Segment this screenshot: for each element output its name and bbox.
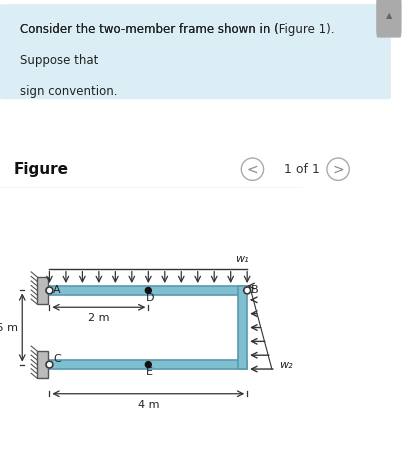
- FancyBboxPatch shape: [376, 0, 401, 38]
- Circle shape: [244, 287, 251, 294]
- Polygon shape: [238, 286, 247, 369]
- Text: C: C: [53, 354, 61, 364]
- FancyBboxPatch shape: [0, 4, 391, 99]
- Bar: [37, 277, 48, 304]
- Text: 1.5 m: 1.5 m: [0, 322, 18, 332]
- Text: >: >: [332, 162, 344, 176]
- Text: A: A: [53, 285, 61, 295]
- Bar: [37, 351, 48, 378]
- Text: Consider the two-member frame shown in (: Consider the two-member frame shown in (: [20, 23, 279, 36]
- Circle shape: [145, 288, 151, 293]
- Text: Consider the two-member frame shown in (Figure 1).: Consider the two-member frame shown in (…: [20, 23, 334, 36]
- Text: w₂: w₂: [279, 360, 293, 369]
- Text: D: D: [146, 293, 154, 303]
- Circle shape: [46, 361, 53, 368]
- Text: <: <: [247, 162, 258, 176]
- Text: w₁: w₁: [235, 254, 249, 264]
- Text: B: B: [251, 285, 259, 295]
- Text: 2 m: 2 m: [88, 313, 110, 323]
- Text: sign convention.: sign convention.: [20, 85, 118, 98]
- Circle shape: [145, 361, 151, 368]
- Polygon shape: [50, 360, 247, 369]
- Text: ▲: ▲: [386, 10, 392, 20]
- Text: Suppose that: Suppose that: [20, 54, 102, 67]
- Text: 4 m: 4 m: [137, 400, 159, 410]
- Text: E: E: [146, 368, 153, 377]
- Circle shape: [46, 287, 53, 294]
- Text: 1 of 1: 1 of 1: [285, 163, 320, 176]
- Text: Figure: Figure: [14, 162, 69, 177]
- Polygon shape: [50, 286, 247, 295]
